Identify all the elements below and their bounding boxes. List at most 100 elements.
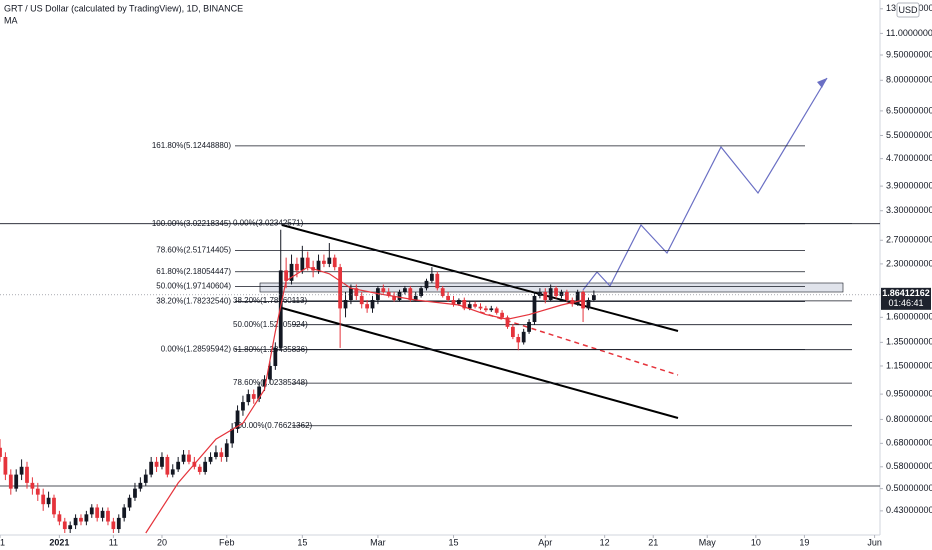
candle-body xyxy=(19,466,24,475)
y-tick-label: 3.30000000 xyxy=(886,205,932,215)
candle-body xyxy=(424,280,429,289)
x-tick-label: 15 xyxy=(448,537,458,547)
candle-body xyxy=(494,308,499,313)
candle-body xyxy=(554,288,558,296)
x-tick-label: 20 xyxy=(157,537,167,547)
x-tick-label: 10 xyxy=(751,537,761,547)
candle-body xyxy=(365,304,370,309)
candle-body xyxy=(68,525,73,530)
candle-body xyxy=(208,456,213,462)
candle-body xyxy=(403,288,407,293)
candle-body xyxy=(559,292,564,296)
candle-body xyxy=(300,257,305,271)
candle-body xyxy=(95,507,100,518)
candle-body xyxy=(295,263,299,271)
candle-body xyxy=(41,494,46,505)
candle-body xyxy=(165,456,170,475)
candle-body xyxy=(548,288,553,300)
candle-body xyxy=(219,452,224,457)
y-tick-label: 11.00000000 xyxy=(886,28,932,38)
candle-body xyxy=(262,379,267,387)
candle-body xyxy=(543,292,548,300)
candle-body xyxy=(143,474,148,483)
x-tick-label: 15 xyxy=(297,537,307,547)
candle-body xyxy=(154,461,159,467)
y-tick-label: 1.60000000 xyxy=(886,312,932,322)
x-tick-label: 21 xyxy=(648,537,658,547)
candle-body xyxy=(3,456,8,475)
candle-body xyxy=(575,292,580,305)
candle-body xyxy=(467,304,472,309)
candle-body xyxy=(408,288,413,300)
candle-body xyxy=(521,331,526,343)
candle-body xyxy=(251,394,256,399)
candle-body xyxy=(111,521,116,530)
candle-body xyxy=(359,295,364,305)
x-tick-label: 19 xyxy=(799,537,809,547)
candle-body xyxy=(268,365,272,380)
candle-body xyxy=(338,267,343,309)
x-tick-label: Feb xyxy=(219,537,235,547)
y-tick-label: 0.43000000 xyxy=(886,505,932,515)
candle-body xyxy=(586,299,591,309)
candle-body xyxy=(322,260,326,264)
x-tick-label: 12 xyxy=(600,537,610,547)
candle-body xyxy=(25,466,29,483)
last-price-box xyxy=(881,287,931,310)
y-tick-label: 3.90000000 xyxy=(886,180,932,190)
candle-body xyxy=(106,510,110,522)
channel-upper xyxy=(281,224,679,332)
y-tick-label: 1.15000000 xyxy=(886,360,932,370)
candle-body xyxy=(84,514,89,522)
candle-body xyxy=(197,466,202,472)
candle-body xyxy=(187,454,191,462)
fib-level-label: 50.00%(1.97140604) xyxy=(156,282,231,291)
candle-body xyxy=(354,288,359,296)
candle-body xyxy=(462,299,467,309)
x-tick-label: Apr xyxy=(538,537,552,547)
candle-body xyxy=(419,288,423,296)
candle-body xyxy=(89,507,94,515)
candle-body xyxy=(343,299,348,309)
candle-body xyxy=(100,510,105,518)
candle-body xyxy=(532,295,537,323)
candle-body xyxy=(52,497,56,515)
fib-level-label: 0.00%(3.02342571) xyxy=(233,219,304,228)
candle-body xyxy=(478,306,483,309)
candle-body xyxy=(257,386,262,399)
candle-body xyxy=(284,270,289,281)
candle-body xyxy=(537,292,542,296)
candle-body xyxy=(122,507,127,518)
candle-body xyxy=(160,456,164,467)
countdown-label: 01:46:41 xyxy=(888,298,923,308)
x-tick-label: Jun xyxy=(867,537,882,547)
candle-body xyxy=(332,257,337,268)
candle-body xyxy=(510,326,515,338)
candle-body xyxy=(489,308,494,311)
candle-body xyxy=(0,447,2,457)
fib-level-label: 61.80%(1.28435836) xyxy=(233,345,308,354)
candle-body xyxy=(516,337,521,343)
currency-badge[interactable] xyxy=(896,2,920,18)
y-tick-label: 4.70000000 xyxy=(886,153,932,163)
candle-body xyxy=(386,292,391,296)
candle-body xyxy=(149,461,154,475)
y-tick-label: 2.70000000 xyxy=(886,235,932,245)
candle-body xyxy=(505,317,510,327)
candle-body xyxy=(305,257,310,268)
fib-level-label: 78.60%(2.51714405) xyxy=(156,246,231,255)
candle-body xyxy=(316,260,321,271)
x-tick-label: 21 xyxy=(0,537,5,547)
candle-body xyxy=(14,474,19,489)
candle-body xyxy=(57,514,62,522)
candle-body xyxy=(246,394,251,403)
candle-body xyxy=(241,402,245,411)
candle-body xyxy=(381,288,386,293)
last-price-label: 1.86412162 xyxy=(882,288,930,298)
candle-body xyxy=(273,347,278,366)
x-tick-label: May xyxy=(699,537,717,547)
candle-body xyxy=(289,263,294,281)
candle-body xyxy=(435,273,440,289)
y-tick-label: 1.35000000 xyxy=(886,337,932,347)
